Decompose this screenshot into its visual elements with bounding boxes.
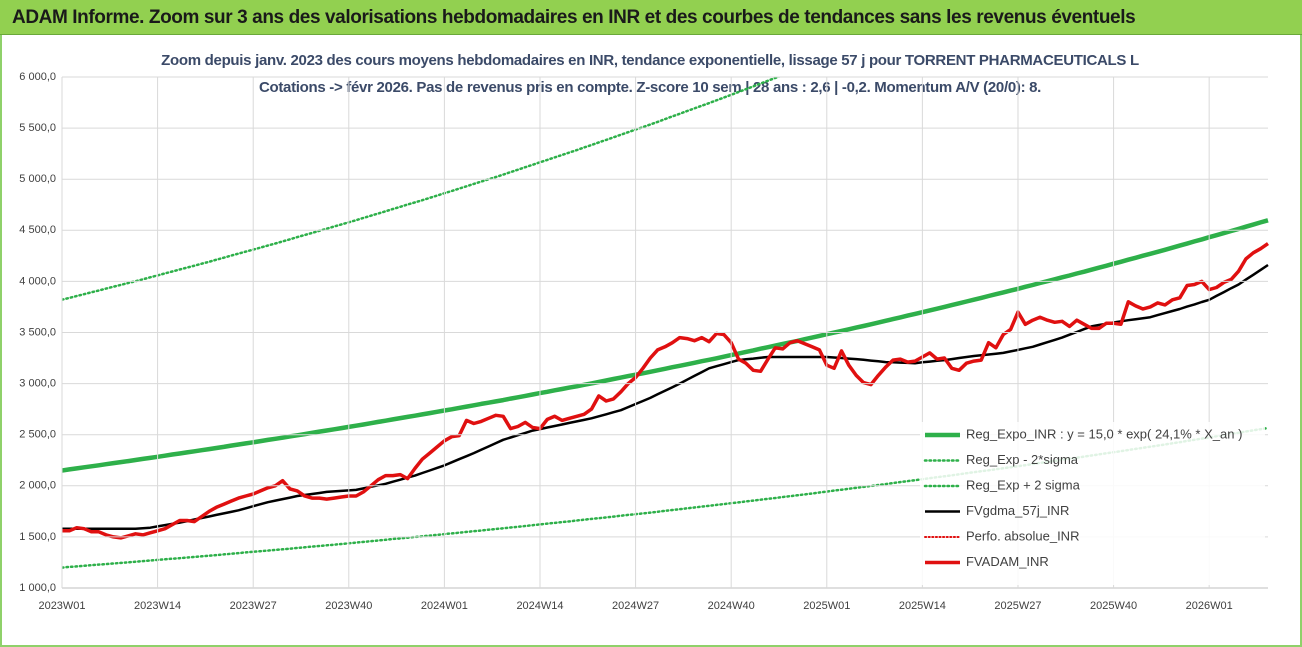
x-tick-label: 2024W01 bbox=[421, 600, 468, 612]
chart-subtitle: Cotations -> févr 2026. Pas de revenus p… bbox=[259, 79, 1041, 96]
x-tick-label: 2024W27 bbox=[612, 600, 659, 612]
x-tick-label: 2025W40 bbox=[1090, 600, 1137, 612]
series-line bbox=[62, 77, 782, 301]
legend-label: Reg_Expo_INR : y = 15,0 * exp( 24,1% * X… bbox=[966, 426, 1242, 441]
x-tick-label: 2025W14 bbox=[899, 600, 946, 612]
y-tick-label: 5 500,0 bbox=[19, 122, 56, 134]
x-tick-label: 2023W01 bbox=[38, 600, 85, 612]
legend-label: Reg_Exp + 2 sigma bbox=[966, 477, 1081, 492]
x-tick-label: 2025W27 bbox=[994, 600, 1041, 612]
x-tick-label: 2026W01 bbox=[1186, 600, 1233, 612]
legend-label: FVADAM_INR bbox=[966, 554, 1049, 569]
y-tick-label: 3 500,0 bbox=[19, 326, 56, 338]
series-line bbox=[62, 218, 1269, 473]
header: ADAM Informe. Zoom sur 3 ans des valoris… bbox=[0, 0, 1302, 35]
chart-title: Zoom depuis janv. 2023 des cours moyens … bbox=[161, 52, 1139, 69]
y-tick-label: 1 500,0 bbox=[19, 531, 56, 543]
series-line bbox=[62, 242, 1269, 540]
x-tick-label: 2023W40 bbox=[325, 600, 372, 612]
y-tick-label: 3 000,0 bbox=[19, 378, 56, 390]
header-title: ADAM Informe. Zoom sur 3 ans des valoris… bbox=[12, 7, 1136, 28]
series-line bbox=[62, 263, 1269, 530]
y-tick-label: 6 000,0 bbox=[19, 71, 56, 83]
y-tick-label: 2 000,0 bbox=[19, 480, 56, 492]
plot-area bbox=[62, 77, 1270, 569]
chart: Zoom depuis janv. 2023 des cours moyens … bbox=[19, 52, 1270, 612]
series-line bbox=[62, 426, 1270, 569]
legend-box bbox=[920, 422, 1265, 585]
x-tick-label: 2024W40 bbox=[708, 600, 755, 612]
legend-label: FVgdma_57j_INR bbox=[966, 503, 1069, 518]
x-tick-label: 2023W27 bbox=[230, 600, 277, 612]
x-tick-label: 2023W14 bbox=[134, 600, 181, 612]
x-tick-label: 2025W01 bbox=[803, 600, 850, 612]
legend-label: Perfo. absolue_INR bbox=[966, 528, 1079, 543]
y-tick-label: 5 000,0 bbox=[19, 173, 56, 185]
y-tick-label: 4 500,0 bbox=[19, 224, 56, 236]
y-tick-label: 4 000,0 bbox=[19, 275, 56, 287]
legend-label: Reg_Exp - 2*sigma bbox=[966, 452, 1079, 467]
y-tick-label: 1 000,0 bbox=[19, 582, 56, 594]
x-tick-label: 2024W14 bbox=[516, 600, 563, 612]
y-tick-label: 2 500,0 bbox=[19, 429, 56, 441]
